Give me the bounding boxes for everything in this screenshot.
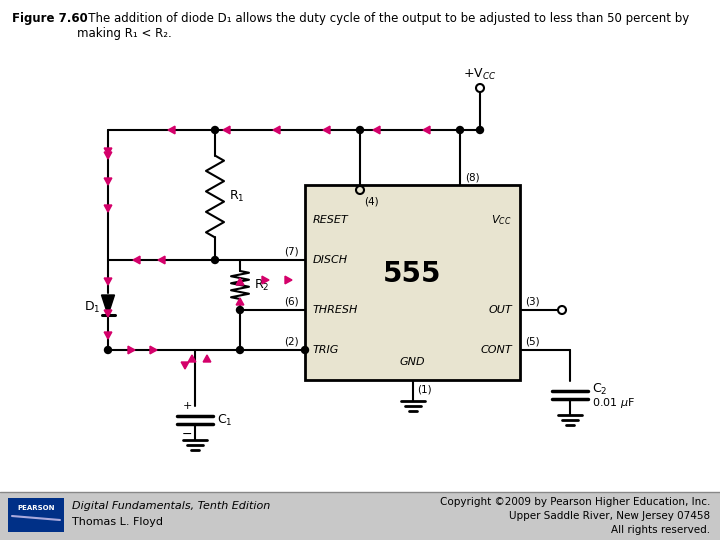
Polygon shape (104, 332, 112, 339)
Text: +: + (183, 401, 192, 411)
Text: (2): (2) (284, 337, 299, 347)
Circle shape (236, 307, 243, 314)
Bar (0, 492, 720, 540)
Polygon shape (423, 126, 430, 134)
Circle shape (236, 347, 243, 354)
Text: Figure 7.60: Figure 7.60 (12, 12, 88, 25)
Polygon shape (236, 278, 244, 285)
Text: All rights reserved.: All rights reserved. (611, 525, 710, 535)
Text: CONT: CONT (480, 345, 512, 355)
Polygon shape (133, 256, 140, 264)
Circle shape (104, 347, 112, 354)
Polygon shape (262, 276, 269, 284)
Text: GND: GND (400, 357, 426, 367)
Polygon shape (203, 355, 211, 362)
Text: 0.01 $\mu$F: 0.01 $\mu$F (592, 396, 635, 410)
Text: PEARSON: PEARSON (17, 505, 55, 511)
Polygon shape (323, 126, 330, 134)
Polygon shape (285, 276, 292, 284)
Circle shape (477, 126, 484, 133)
Text: (4): (4) (364, 197, 379, 207)
Text: (6): (6) (284, 297, 299, 307)
Polygon shape (102, 295, 114, 315)
Polygon shape (128, 346, 135, 354)
Polygon shape (104, 310, 112, 317)
Text: R$_2$: R$_2$ (254, 278, 269, 293)
Circle shape (456, 126, 464, 133)
Text: −: − (181, 428, 192, 441)
Polygon shape (181, 362, 189, 369)
Text: (5): (5) (525, 336, 539, 346)
Polygon shape (188, 355, 196, 362)
Text: C$_2$: C$_2$ (592, 381, 608, 396)
Text: (3): (3) (525, 296, 539, 306)
Circle shape (212, 256, 218, 264)
Polygon shape (104, 152, 112, 159)
Polygon shape (223, 126, 230, 134)
Polygon shape (236, 298, 244, 305)
Text: The addition of diode D₁ allows the duty cycle of the output to be adjusted to l: The addition of diode D₁ allows the duty… (77, 12, 689, 40)
Text: OUT: OUT (488, 305, 512, 315)
Polygon shape (104, 178, 112, 185)
Polygon shape (373, 126, 380, 134)
Text: D$_1$: D$_1$ (84, 300, 100, 314)
Polygon shape (150, 346, 157, 354)
Text: R$_1$: R$_1$ (229, 189, 245, 204)
Text: TRIG: TRIG (313, 345, 339, 355)
Text: C$_1$: C$_1$ (217, 413, 233, 428)
Text: V$_{CC}$: V$_{CC}$ (492, 213, 512, 227)
Circle shape (212, 126, 218, 133)
Polygon shape (104, 278, 112, 285)
Circle shape (356, 126, 364, 133)
Text: Thomas L. Floyd: Thomas L. Floyd (72, 517, 163, 527)
Polygon shape (104, 148, 112, 155)
Polygon shape (273, 126, 280, 134)
Text: (7): (7) (284, 247, 299, 257)
Text: RESET: RESET (313, 215, 348, 225)
Circle shape (302, 347, 308, 354)
Text: (1): (1) (418, 385, 432, 395)
Text: Digital Fundamentals, Tenth Edition: Digital Fundamentals, Tenth Edition (72, 501, 270, 511)
Text: DISCH: DISCH (313, 255, 348, 265)
Polygon shape (104, 205, 112, 212)
Polygon shape (168, 126, 175, 134)
Text: (8): (8) (465, 172, 480, 182)
Text: +V$_{CC}$: +V$_{CC}$ (464, 67, 497, 82)
Text: 555: 555 (383, 260, 442, 288)
Polygon shape (158, 256, 165, 264)
Text: Upper Saddle River, New Jersey 07458: Upper Saddle River, New Jersey 07458 (509, 511, 710, 521)
Bar (8, 498, 64, 532)
Text: Copyright ©2009 by Pearson Higher Education, Inc.: Copyright ©2009 by Pearson Higher Educat… (440, 497, 710, 507)
Text: THRESH: THRESH (313, 305, 359, 315)
Bar (305, 185, 520, 380)
